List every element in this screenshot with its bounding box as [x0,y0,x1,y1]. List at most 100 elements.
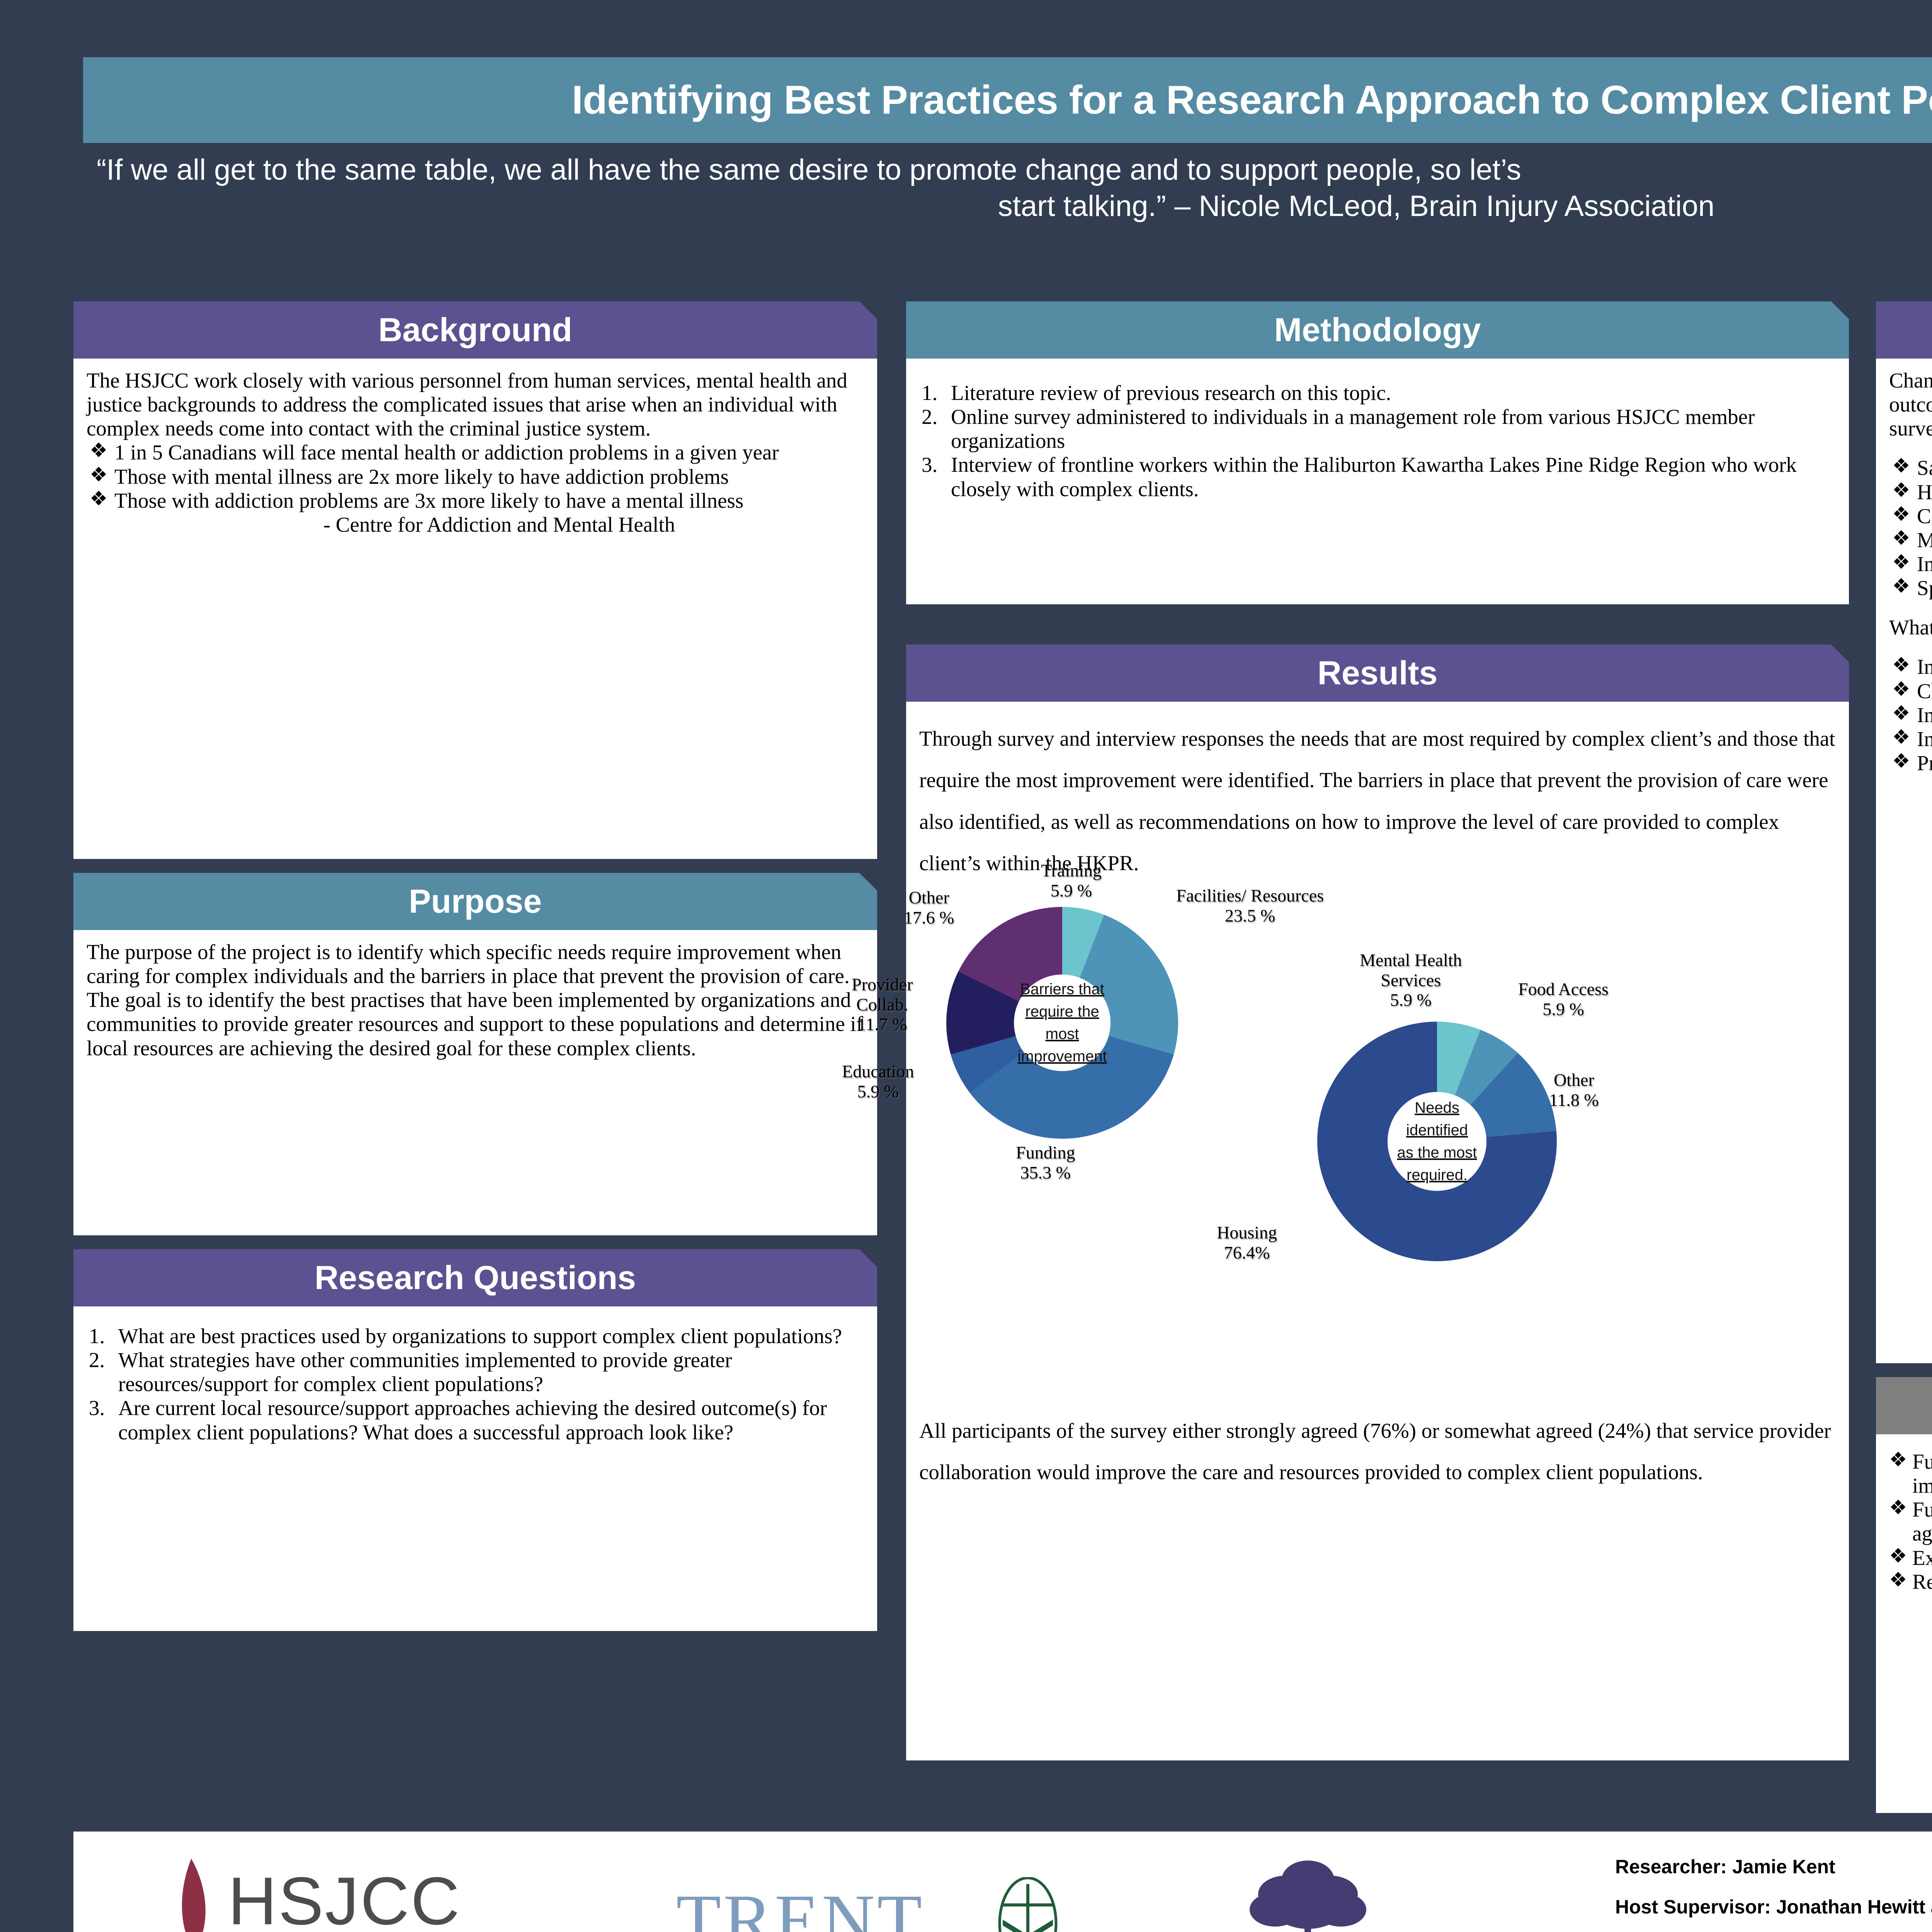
poster-title-banner: Identifying Best Practices for a Researc… [83,57,1932,143]
results-heading: Results [1317,654,1438,692]
list-item-label: Increase community support. [1917,727,1932,751]
findings-intro-2: What other research has identified as ne… [1889,616,1932,639]
list-item-label: Further investigation on the best approa… [1912,1498,1932,1546]
list-number: 1. [922,381,938,405]
diamond-bullet-icon: ❖ [1892,702,1910,724]
list-item: 3. Interview of frontline workers within … [919,453,1837,501]
background-body: The HSJCC work closely with various pers… [73,359,877,859]
list-number: 3. [89,1396,105,1420]
tcrc-logo-svg: Trent Community Research Centre [1182,1851,1607,1932]
list-item: 3. Are current local resource/support app… [87,1396,866,1444]
purpose-body: The purpose of the project is to identif… [73,930,877,1235]
list-item-label: Provide meaningful daytime activities as… [1917,751,1932,775]
list-item: ❖ Those with addiction problems are 3x mo… [87,488,866,513]
list-number: 2. [89,1348,105,1372]
list-number: 2. [922,405,938,429]
diamond-bullet-icon: ❖ [1889,1569,1907,1591]
list-item-label: Increased government funding for these s… [1917,552,1932,576]
future-steps-body: ❖Future studies should address how the c… [1876,1434,1932,1813]
diamond-bullet-icon: ❖ [90,464,108,486]
methodology-heading: Methodology [1274,311,1481,349]
chart-barriers: Barriers that require the most improveme… [842,861,1324,1182]
spacer [1889,639,1932,655]
list-item: ❖ Complete overhaul of mental health serv… [1889,503,1932,528]
list-number: 1. [89,1324,105,1348]
chart-label-other-barriers: Other 17.6 % [904,888,954,927]
list-item: ❖ Increased government funding for these … [1889,551,1932,576]
results-body: Through survey and interview responses t… [842,702,1849,1760]
list-number: 3. [922,453,938,477]
chart-label-housing: Housing 76.4% [1217,1223,1277,1262]
findings-intro: Changes that need to be implemented in o… [1889,369,1932,440]
spacer [1889,600,1932,616]
hsjcc-logo-svg: HSJCC Human Services & Justice Coordinat… [156,1855,632,1932]
svg-text:TRENT: TRENT [676,1880,924,1932]
section-header-methodology: Methodology [906,301,1849,359]
donut-needs-center-label: Needs identified as the most required. [1397,1099,1477,1184]
list-item-label: Model of collaboration for local organiz… [1917,528,1932,552]
researcher-line: Researcher: Jamie Kent [1615,1856,1835,1878]
list-item: ❖Future studies should address how the c… [1889,1449,1932,1498]
list-item: ❖ Harm reduction model of care for comple… [1889,480,1932,504]
list-item-label: Research how to implement some form of 2… [1912,1570,1932,1594]
background-credit: - Centre for Addiction and Mental Health [323,512,675,536]
future-steps-list: ❖Future studies should address how the c… [1889,1449,1932,1594]
section-header-background: Background [73,301,877,359]
list-item-label: Interview of frontline workers within th… [951,453,1797,501]
list-item-label: Those with mental illness are 2x more li… [114,464,729,488]
poster-subtitle-quote: “If we all get to the same table, we all… [97,153,1932,223]
list-item-label: Integration of health and social care se… [1917,703,1932,727]
list-item: ❖ Research how to implement some form of… [1889,1569,1932,1594]
diamond-bullet-icon: ❖ [1892,527,1910,549]
diamond-bullet-icon: ❖ [1892,750,1910,772]
chart-label-mental-health: Mental Health Services 5.9 % [1360,950,1462,1010]
donut-needs: Needs identified as the most required. [1317,1022,1557,1261]
hsjcc-logo: HSJCC Human Services & Justice Coordinat… [156,1855,632,1932]
list-item: ❖ 1 in 5 Canadians will face mental healt… [87,440,866,464]
trent-logo-svg: TRENT UNIVERSITY [676,1877,1113,1932]
diamond-bullet-icon: ❖ [1892,551,1910,573]
list-item-label: Are current local resource/support appro… [118,1396,827,1444]
findings-bullet-list-2: ❖ Integrated information and communicatio… [1889,654,1932,775]
diamond-bullet-icon: ❖ [1892,455,1910,478]
background-intro: The HSJCC work closely with various pers… [87,369,847,440]
purpose-heading: Purpose [408,883,542,920]
chart-label-provider-collab: Provider Collab. 11.7 % [852,975,913,1034]
diamond-bullet-icon: ❖ [1892,503,1910,526]
list-item: ❖ Provide meaningful daytime activities a… [1889,750,1932,775]
section-header-results: Results [906,645,1849,702]
donut-barriers-center: Barriers that require the most improveme… [1014,975,1111,1071]
list-item-label: What are best practices used by organiza… [118,1324,842,1348]
diamond-bullet-icon: ❖ [90,440,108,462]
results-charts: Barriers that require the most improveme… [842,861,1837,1398]
list-item: 1. What are best practices used by organi… [87,1324,866,1348]
list-item-label: Future studies should address how the ch… [1912,1450,1932,1498]
diamond-bullet-icon: ❖ [90,488,108,510]
section-header-future-steps: Future Steps [1876,1377,1932,1434]
section-header-research-questions: Research Questions [73,1249,877,1306]
chart-label-education: Education 5.9 % [842,1061,914,1101]
chart-label-training: Training 5.9 % [1041,861,1102,900]
methodology-body: 1. Literature review of previous research… [906,359,1849,604]
background-bullet-list: ❖ 1 in 5 Canadians will face mental healt… [87,440,866,512]
footer-credits: Researcher: Jamie Kent Host Supervisor: … [1615,1855,1932,1932]
list-item: ❖ Specialized training for legal and medi… [1889,575,1932,600]
research-questions-body: 1. What are best practices used by organi… [73,1306,877,1631]
diamond-bullet-icon: ❖ [1892,654,1910,677]
chart-label-food-access: Food Access 5.9 % [1518,979,1609,1019]
section-header-preliminary-findings: Preliminary Findings [1876,301,1932,359]
trent-university-logo: TRENT UNIVERSITY [676,1877,1113,1932]
diamond-bullet-icon: ❖ [1889,1449,1907,1471]
svg-text:HSJCC: HSJCC [228,1864,461,1932]
list-item: 2. What strategies have other communities… [87,1348,866,1396]
list-item-label: Client-centred approach to care. [1917,679,1932,703]
methodology-list: 1. Literature review of previous research… [919,381,1837,501]
donut-barriers: Barriers that require the most improveme… [946,907,1178,1139]
diamond-bullet-icon: ❖ [1892,575,1910,598]
right-column: Preliminary Findings Changes that need t… [1876,301,1932,1813]
list-item: ❖ Client-centred approach to care. [1889,679,1932,703]
quote-line-1: “If we all get to the same table, we all… [97,153,1521,186]
list-item-label: Harm reduction model of care for complex… [1917,480,1932,504]
page-title: Identifying Best Practices for a Researc… [571,77,1928,122]
research-questions-heading: Research Questions [315,1259,636,1296]
